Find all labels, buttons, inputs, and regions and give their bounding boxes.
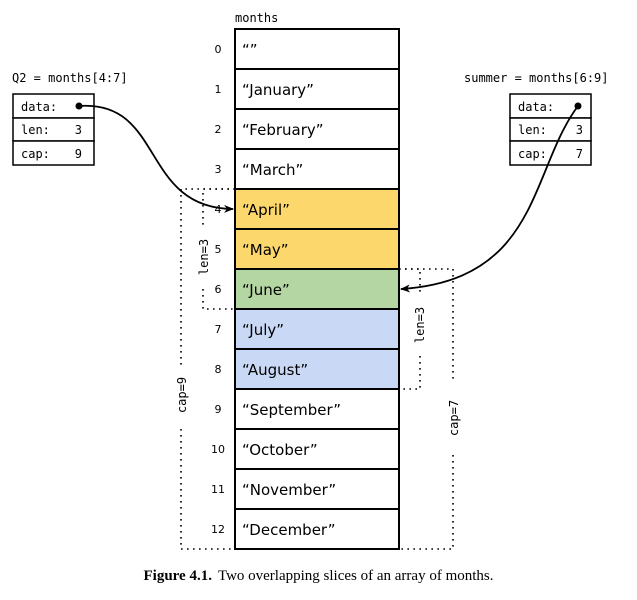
cell-index: 8 bbox=[215, 363, 222, 376]
cell-box bbox=[234, 508, 400, 550]
summer-data-label: data: bbox=[518, 100, 554, 114]
q2-slice-header: Q2 = months[4:7] data: len: 3 cap: 9 bbox=[12, 71, 128, 166]
cell-value: “July” bbox=[242, 321, 284, 339]
cell-value: “December” bbox=[242, 521, 336, 539]
q2-cap-bracket: cap=9 bbox=[172, 188, 235, 550]
q2-data-pointer-arrow bbox=[78, 105, 234, 213]
array-cell-8: 8 “August” bbox=[215, 348, 400, 390]
cell-value: “March” bbox=[242, 161, 303, 179]
array-cell-4: 4 “April” bbox=[215, 188, 400, 230]
cell-index: 2 bbox=[215, 123, 222, 136]
array-cell-11: 11 “November” bbox=[211, 468, 400, 510]
q2-data-label: data: bbox=[21, 100, 57, 114]
array-name: months bbox=[235, 11, 278, 25]
cell-box bbox=[234, 68, 400, 110]
q2-cap-field-label: cap: bbox=[21, 147, 50, 161]
summer-cap-label: cap=7 bbox=[447, 400, 461, 436]
cell-index: 3 bbox=[215, 163, 222, 176]
q2-cap-label: cap=9 bbox=[175, 377, 189, 413]
cell-index: 7 bbox=[215, 323, 222, 336]
array-cell-2: 2 “February” bbox=[215, 108, 400, 150]
cell-value: “January” bbox=[242, 81, 314, 99]
q2-len-value: 3 bbox=[75, 123, 82, 137]
cell-index: 0 bbox=[215, 43, 222, 56]
q2-label: Q2 = months[4:7] bbox=[12, 71, 128, 85]
cell-box bbox=[234, 108, 400, 150]
cell-value: “September” bbox=[242, 401, 341, 419]
cell-index: 11 bbox=[211, 483, 225, 496]
cell-box bbox=[234, 188, 400, 230]
summer-cap-bracket: cap=7 bbox=[399, 268, 462, 550]
cell-value: “April” bbox=[242, 201, 290, 219]
q2-cap-value: 9 bbox=[75, 147, 82, 161]
array-cell-1: 1 “January” bbox=[215, 68, 400, 110]
array-cell-0: 0 “” bbox=[215, 28, 400, 70]
cell-value: “October” bbox=[242, 441, 318, 459]
array-cell-5: 5 “May” bbox=[215, 228, 400, 270]
array-cells: 0 “” 1 “January” 2 “February” 3 “March” 4 “April”… bbox=[211, 28, 400, 550]
array-cell-9: 9 “September” bbox=[215, 388, 400, 430]
cell-index: 5 bbox=[215, 243, 222, 256]
q2-len-label: len=3 bbox=[197, 239, 211, 275]
cell-value: “” bbox=[242, 41, 258, 59]
cell-value: “May” bbox=[242, 241, 289, 259]
summer-len-field-label: len: bbox=[518, 123, 547, 137]
summer-label: summer = months[6:9] bbox=[464, 71, 609, 85]
summer-len-bracket: len=3 bbox=[399, 268, 429, 390]
cell-index: 1 bbox=[215, 83, 222, 96]
cell-box bbox=[234, 28, 400, 70]
cell-value: “June” bbox=[242, 281, 290, 299]
cell-box bbox=[234, 468, 400, 510]
array-cell-10: 10 “October” bbox=[211, 428, 400, 470]
cell-index: 4 bbox=[215, 203, 222, 216]
array-cell-12: 12 “December” bbox=[211, 508, 400, 550]
summer-cap-value: 7 bbox=[576, 147, 583, 161]
summer-slice-header: summer = months[6:9] data: len: 3 cap: 7 bbox=[464, 71, 609, 166]
array-cell-6: 6 “June” bbox=[215, 268, 400, 310]
summer-len-label: len=3 bbox=[413, 307, 427, 343]
cell-box bbox=[234, 348, 400, 390]
q2-len-bracket: len=3 bbox=[194, 188, 235, 310]
cell-index: 6 bbox=[215, 283, 222, 296]
cell-index: 10 bbox=[211, 443, 225, 456]
figure-caption-text: Two overlapping slices of an array of mo… bbox=[217, 568, 494, 584]
array-cell-7: 7 “July” bbox=[215, 308, 400, 350]
figure-number: Figure 4.1. bbox=[143, 568, 212, 584]
summer-pointer-dot bbox=[574, 102, 582, 110]
cell-value: “August” bbox=[242, 361, 308, 379]
q2-len-field-label: len: bbox=[21, 123, 50, 137]
cell-index: 12 bbox=[211, 523, 225, 536]
cell-value: “November” bbox=[242, 481, 336, 499]
array-cell-3: 3 “March” bbox=[215, 148, 400, 190]
cell-value: “February” bbox=[242, 121, 324, 139]
cell-index: 9 bbox=[215, 403, 222, 416]
summer-len-value: 3 bbox=[576, 123, 583, 137]
figure-caption: Figure 4.1. Two overlapping slices of an … bbox=[0, 568, 637, 585]
cell-box bbox=[234, 428, 400, 470]
summer-data-pointer-arrow bbox=[400, 105, 579, 293]
summer-cap-field-label: cap: bbox=[518, 147, 547, 161]
cell-box bbox=[234, 268, 400, 310]
